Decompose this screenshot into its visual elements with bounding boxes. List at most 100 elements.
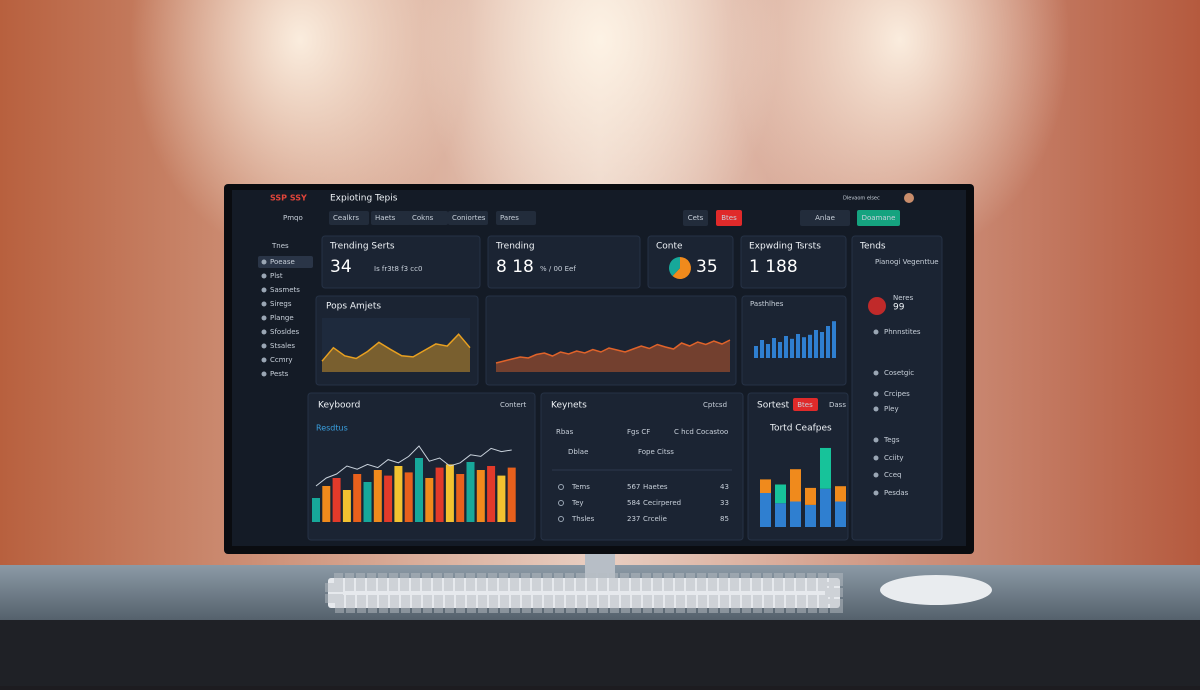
panel bbox=[321, 235, 481, 289]
label: Trending Serts bbox=[329, 242, 395, 252]
line bbox=[321, 333, 471, 362]
icon bbox=[873, 370, 879, 376]
panel bbox=[485, 295, 737, 386]
bar bbox=[772, 338, 776, 358]
area bbox=[496, 340, 730, 372]
label[interactable]: Pley bbox=[884, 405, 899, 413]
tab[interactable] bbox=[496, 211, 536, 225]
tab[interactable] bbox=[371, 211, 411, 225]
label: Coniortes bbox=[452, 214, 486, 222]
label: 1 188 bbox=[749, 257, 798, 277]
label[interactable]: Pesdas bbox=[884, 489, 909, 497]
icon bbox=[261, 259, 267, 265]
label: Pmqo bbox=[283, 214, 303, 222]
label: Cets bbox=[688, 214, 704, 222]
button[interactable] bbox=[716, 210, 742, 226]
brand: SSP SSY bbox=[270, 194, 307, 203]
sidebar-active[interactable] bbox=[258, 256, 313, 268]
label: Tortd Ceafpes bbox=[769, 424, 832, 434]
button[interactable] bbox=[857, 210, 900, 226]
label: Haetes bbox=[643, 483, 668, 491]
bar bbox=[435, 467, 444, 522]
bar bbox=[332, 478, 341, 522]
label: Conte bbox=[656, 242, 683, 252]
panel bbox=[540, 392, 744, 541]
label[interactable]: Cciity bbox=[884, 454, 904, 462]
label[interactable]: Crcipes bbox=[884, 390, 910, 398]
label: Cptcsd bbox=[703, 401, 727, 409]
label: C hcd Cocastoo bbox=[674, 428, 728, 436]
label: Neres bbox=[893, 294, 914, 302]
label[interactable]: Poease bbox=[270, 258, 295, 266]
icon bbox=[261, 371, 267, 377]
bar bbox=[754, 346, 758, 358]
label: Expioting Tepis bbox=[330, 194, 398, 204]
label: Contert bbox=[500, 401, 527, 409]
label: Cecirpered bbox=[643, 499, 681, 507]
label[interactable]: Phnnstites bbox=[884, 328, 921, 336]
icon bbox=[261, 329, 267, 335]
bar bbox=[363, 482, 372, 522]
bar bbox=[835, 501, 846, 527]
donut-slice bbox=[672, 257, 691, 280]
icon bbox=[261, 273, 267, 279]
label: Keyboord bbox=[318, 401, 360, 411]
label: Tnes bbox=[271, 242, 289, 250]
tab[interactable] bbox=[408, 211, 448, 225]
icon bbox=[873, 391, 879, 397]
bar bbox=[790, 469, 801, 502]
bar bbox=[805, 504, 816, 527]
label[interactable]: Siregs bbox=[270, 300, 292, 308]
label[interactable]: Stsales bbox=[270, 342, 295, 350]
label[interactable]: Pests bbox=[270, 370, 289, 378]
label: 85 bbox=[720, 515, 729, 523]
avatar[interactable] bbox=[904, 193, 914, 203]
label: 43 bbox=[720, 483, 729, 491]
button[interactable] bbox=[800, 210, 850, 226]
icon bbox=[558, 516, 564, 522]
label[interactable]: Plst bbox=[270, 272, 283, 280]
bar bbox=[445, 464, 454, 522]
tab[interactable] bbox=[329, 211, 369, 225]
bar bbox=[784, 336, 788, 358]
label[interactable]: Ccmry bbox=[270, 356, 293, 364]
label: Cealkrs bbox=[333, 214, 359, 222]
label: Btes bbox=[797, 401, 813, 409]
bar bbox=[466, 462, 475, 522]
label[interactable]: Tegs bbox=[883, 436, 900, 444]
icon bbox=[261, 357, 267, 363]
label: Thsles bbox=[571, 515, 595, 523]
bar bbox=[832, 321, 836, 358]
bar bbox=[384, 475, 393, 522]
label: Tey bbox=[571, 499, 584, 507]
label: Fgs CF bbox=[627, 428, 650, 436]
label: Keynets bbox=[551, 401, 587, 411]
line bbox=[495, 339, 731, 364]
badge bbox=[793, 398, 818, 411]
bar bbox=[775, 484, 786, 504]
icon bbox=[558, 484, 564, 490]
panel bbox=[740, 235, 847, 289]
label: 35 bbox=[696, 257, 718, 277]
label: 8 18 bbox=[496, 257, 534, 277]
label[interactable]: Sfosldes bbox=[270, 328, 300, 336]
label: Rbas bbox=[556, 428, 574, 436]
label[interactable]: Cceq bbox=[884, 471, 902, 479]
label: Pianogi Vegenttue bbox=[875, 258, 939, 266]
subtitle: Resdtus bbox=[316, 424, 348, 433]
bar bbox=[760, 493, 771, 527]
label: Trending bbox=[495, 242, 535, 252]
tab[interactable] bbox=[448, 211, 488, 225]
label[interactable]: Cosetgic bbox=[884, 369, 914, 377]
label: Dass bbox=[829, 401, 846, 409]
label: 567 bbox=[627, 483, 640, 491]
label: Doamane bbox=[862, 214, 896, 222]
label[interactable]: Sasmets bbox=[270, 286, 300, 294]
label: 33 bbox=[720, 499, 729, 507]
mouse bbox=[880, 575, 992, 605]
bar bbox=[353, 474, 362, 522]
bar bbox=[778, 342, 782, 358]
label[interactable]: Plange bbox=[270, 314, 294, 322]
button[interactable] bbox=[683, 210, 708, 226]
